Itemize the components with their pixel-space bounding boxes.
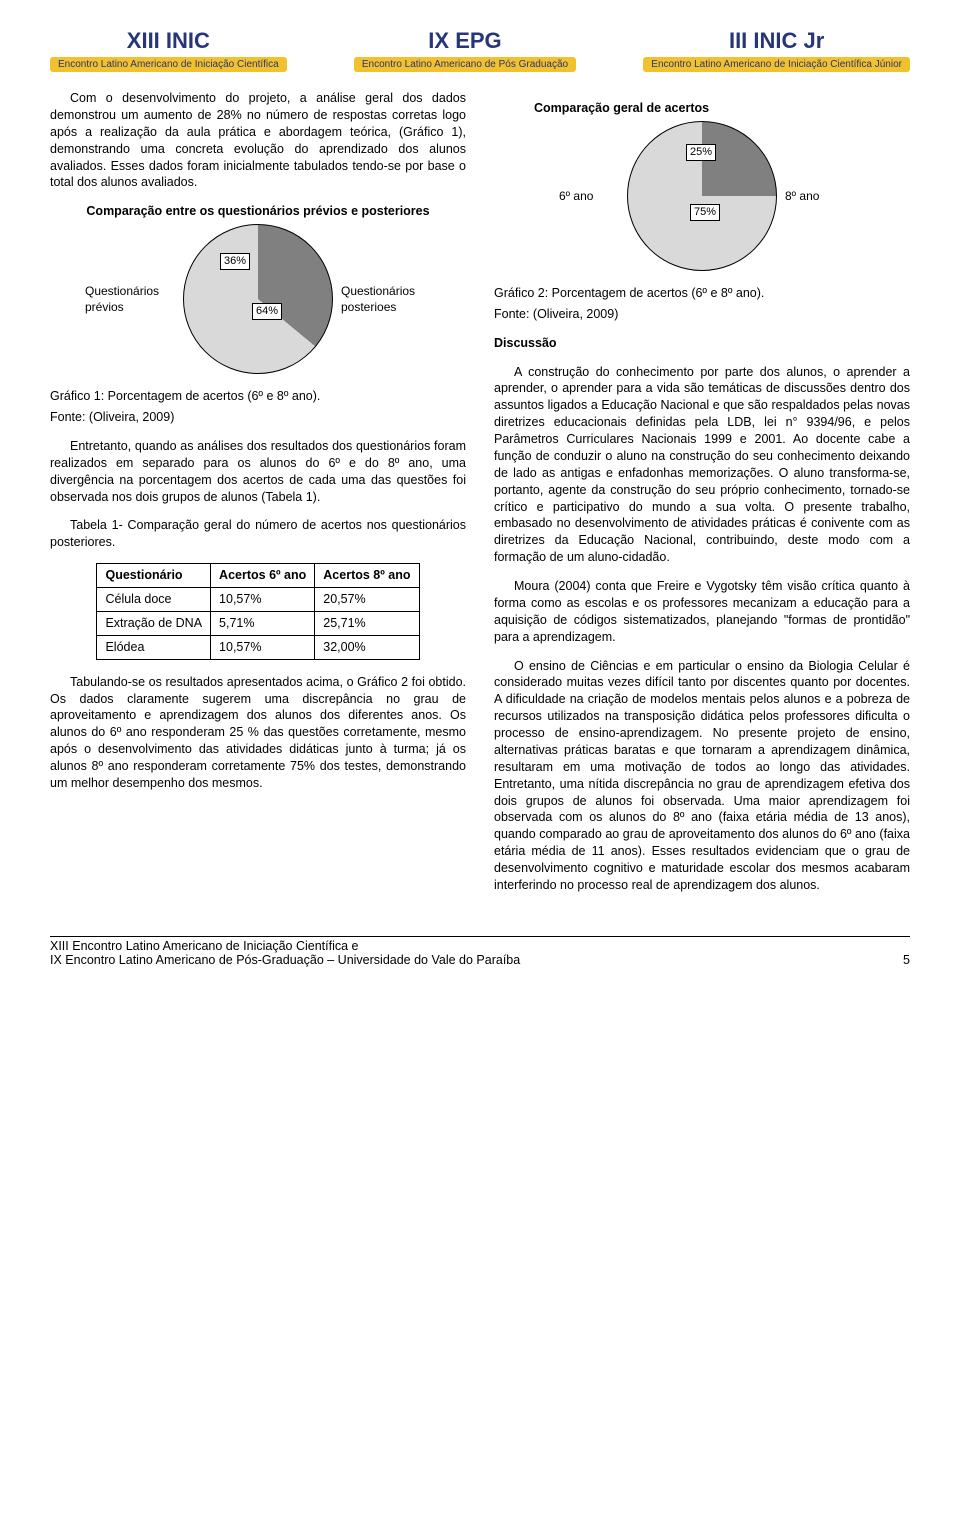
columns: Com o desenvolvimento do projeto, a anál… — [50, 90, 910, 906]
logo-1-sub: Encontro Latino Americano de Iniciação C… — [50, 57, 287, 72]
right-p2: Moura (2004) conta que Freire e Vygotsky… — [494, 578, 910, 646]
logo-3: III INIC Jr Encontro Latino Americano de… — [643, 28, 910, 72]
table-cell: Elódea — [97, 635, 211, 659]
chart-2-title: Comparação geral de acertos — [494, 100, 910, 117]
table-caption: Tabela 1- Comparação geral do número de … — [50, 517, 466, 551]
table-col-1: Acertos 6º ano — [211, 564, 315, 588]
chart-1-title: Comparação entre os questionários prévio… — [50, 203, 466, 220]
logo-3-sub: Encontro Latino Americano de Iniciação C… — [643, 57, 910, 72]
discussao-heading: Discussão — [494, 335, 910, 352]
right-p3: O ensino de Ciências e em particular o e… — [494, 658, 910, 894]
header-logos: XIII INIC Encontro Latino Americano de I… — [50, 28, 910, 72]
chart-1-legend-left: Questionários prévios — [85, 283, 175, 315]
table-cell: 32,00% — [315, 635, 419, 659]
chart-1-legend-right: Questionários posterioes — [341, 283, 431, 315]
table-row: Extração de DNA 5,71% 25,71% — [97, 611, 419, 635]
footer-page-number: 5 — [903, 953, 910, 967]
table-cell: 10,57% — [211, 588, 315, 612]
table-1-table: Questionário Acertos 6º ano Acertos 8º a… — [96, 563, 419, 660]
logo-1-title: XIII INIC — [50, 28, 287, 54]
chart-2-body: 6º ano 25% 75% 8º ano — [494, 121, 910, 271]
table-1: Questionário Acertos 6º ano Acertos 8º a… — [50, 563, 466, 660]
chart-2-legend-left: 6º ano — [559, 188, 619, 204]
chart-2-pie: 25% 75% — [627, 121, 777, 271]
left-p2: Entretanto, quando as análises dos resul… — [50, 438, 466, 506]
logo-3-title: III INIC Jr — [643, 28, 910, 54]
chart-1-slice-0-label: 36% — [220, 253, 250, 270]
chart-2-fonte: Fonte: (Oliveira, 2009) — [494, 306, 910, 323]
chart-1-pie: 36% 64% — [183, 224, 333, 374]
chart-2-legend-right: 8º ano — [785, 188, 845, 204]
table-cell: 20,57% — [315, 588, 419, 612]
left-column: Com o desenvolvimento do projeto, a anál… — [50, 90, 466, 906]
chart-1-slice-1-label: 64% — [252, 303, 282, 320]
table-col-2: Acertos 8º ano — [315, 564, 419, 588]
left-p1: Com o desenvolvimento do projeto, a anál… — [50, 90, 466, 191]
logo-1: XIII INIC Encontro Latino Americano de I… — [50, 28, 287, 72]
left-p3: Tabulando-se os resultados apresentados … — [50, 674, 466, 792]
right-column: Comparação geral de acertos 6º ano 25% 7… — [494, 90, 910, 906]
page: XIII INIC Encontro Latino Americano de I… — [0, 0, 960, 987]
right-p1: A construção do conhecimento por parte d… — [494, 364, 910, 567]
table-row: Elódea 10,57% 32,00% — [97, 635, 419, 659]
table-header-row: Questionário Acertos 6º ano Acertos 8º a… — [97, 564, 419, 588]
chart-2: Comparação geral de acertos 6º ano 25% 7… — [494, 100, 910, 271]
footer-line-2: IX Encontro Latino Americano de Pós-Grad… — [50, 953, 520, 967]
table-cell: Célula doce — [97, 588, 211, 612]
table-cell: 10,57% — [211, 635, 315, 659]
table-col-0: Questionário — [97, 564, 211, 588]
chart-1: Comparação entre os questionários prévio… — [50, 203, 466, 374]
chart-1-caption: Gráfico 1: Porcentagem de acertos (6º e … — [50, 388, 466, 405]
footer-line-1: XIII Encontro Latino Americano de Inicia… — [50, 939, 520, 953]
chart-2-slice-0-label: 25% — [686, 144, 716, 161]
table-cell: 25,71% — [315, 611, 419, 635]
table-row: Célula doce 10,57% 20,57% — [97, 588, 419, 612]
chart-1-body: Questionários prévios 36% 64% Questionár… — [50, 224, 466, 374]
chart-2-slice-1-label: 75% — [690, 204, 720, 221]
footer-text: XIII Encontro Latino Americano de Inicia… — [50, 939, 520, 967]
logo-2-sub: Encontro Latino Americano de Pós Graduaç… — [354, 57, 576, 72]
chart-1-fonte: Fonte: (Oliveira, 2009) — [50, 409, 466, 426]
footer: XIII Encontro Latino Americano de Inicia… — [50, 936, 910, 967]
table-cell: Extração de DNA — [97, 611, 211, 635]
table-cell: 5,71% — [211, 611, 315, 635]
logo-2-title: IX EPG — [354, 28, 576, 54]
chart-2-caption: Gráfico 2: Porcentagem de acertos (6º e … — [494, 285, 910, 302]
logo-2: IX EPG Encontro Latino Americano de Pós … — [354, 28, 576, 72]
